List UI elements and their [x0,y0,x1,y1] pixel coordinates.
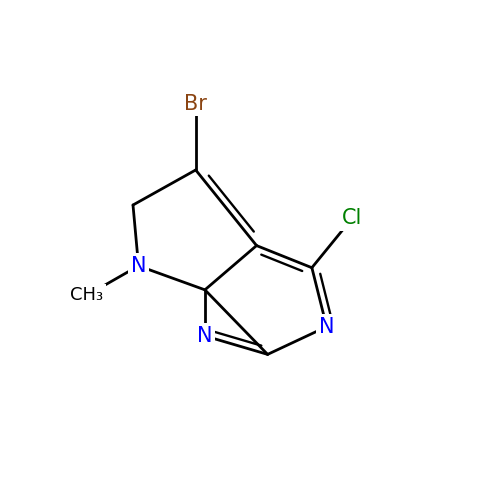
Text: N: N [197,326,213,346]
Text: Br: Br [184,93,207,114]
Text: N: N [319,317,334,337]
Text: CH₃: CH₃ [70,286,103,304]
Text: Cl: Cl [342,208,363,228]
Text: N: N [131,256,146,276]
